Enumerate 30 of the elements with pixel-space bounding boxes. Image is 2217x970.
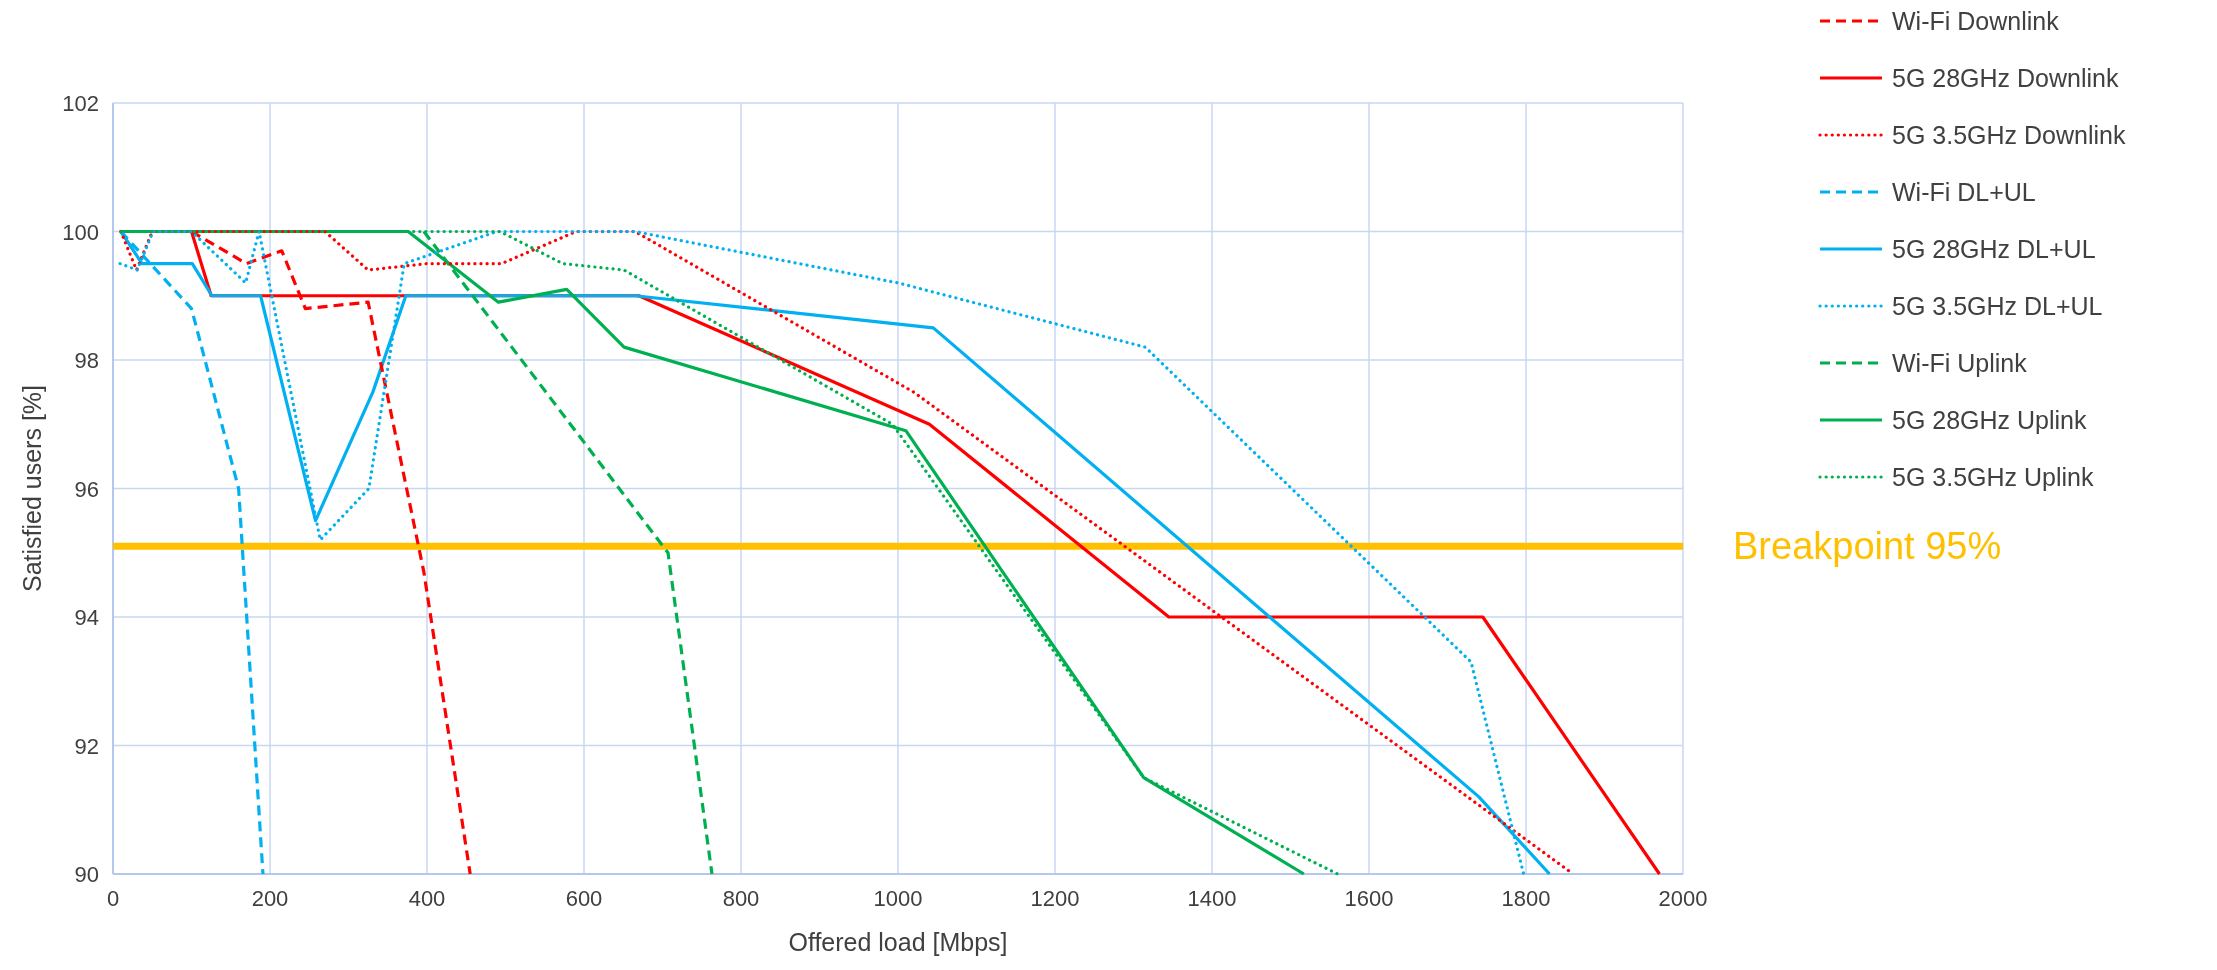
x-tick-label: 600 bbox=[565, 886, 603, 911]
x-tick-label: 2000 bbox=[1658, 886, 1708, 911]
ref-line-label: Breakpoint 95% bbox=[1733, 525, 2002, 568]
y-tick-label: 96 bbox=[74, 476, 99, 502]
x-tick-label: 0 bbox=[106, 886, 120, 911]
legend-label: Wi-Fi Uplink bbox=[1892, 349, 2028, 377]
legend-label: 5G 28GHz Uplink bbox=[1892, 406, 2088, 434]
legend-label: 5G 28GHz DL+UL bbox=[1892, 235, 2096, 263]
legend-label: 5G 28GHz Downlink bbox=[1892, 64, 2119, 92]
x-tick-label: 1200 bbox=[1030, 886, 1080, 911]
legend-label: 5G 3.5GHz Uplink bbox=[1892, 463, 2094, 491]
y-tick-label: 100 bbox=[62, 219, 99, 245]
y-tick-label: 92 bbox=[74, 733, 99, 759]
x-tick-label: 1800 bbox=[1501, 886, 1551, 911]
x-tick-label: 1000 bbox=[873, 886, 923, 911]
y-tick-label: 94 bbox=[74, 605, 99, 630]
y-axis-title: Satisfied users [%] bbox=[18, 384, 46, 593]
x-tick-label: 800 bbox=[722, 886, 760, 911]
legend-label: 5G 3.5GHz DL+UL bbox=[1892, 292, 2103, 320]
x-tick-label: 400 bbox=[408, 886, 446, 911]
x-axis-title: Offered load [Mbps] bbox=[788, 928, 1008, 956]
x-tick-label: 1600 bbox=[1344, 886, 1394, 911]
y-tick-label: 90 bbox=[74, 862, 99, 887]
legend-label: 5G 3.5GHz Downlink bbox=[1892, 121, 2126, 149]
y-tick-label: 102 bbox=[62, 91, 99, 116]
y-tick-label: 98 bbox=[74, 348, 99, 373]
legend-label: Wi-Fi Downlink bbox=[1892, 7, 2060, 35]
legend-label: Wi-Fi DL+UL bbox=[1892, 178, 2036, 206]
x-tick-label: 200 bbox=[251, 886, 289, 911]
x-tick-label: 1400 bbox=[1187, 886, 1237, 911]
